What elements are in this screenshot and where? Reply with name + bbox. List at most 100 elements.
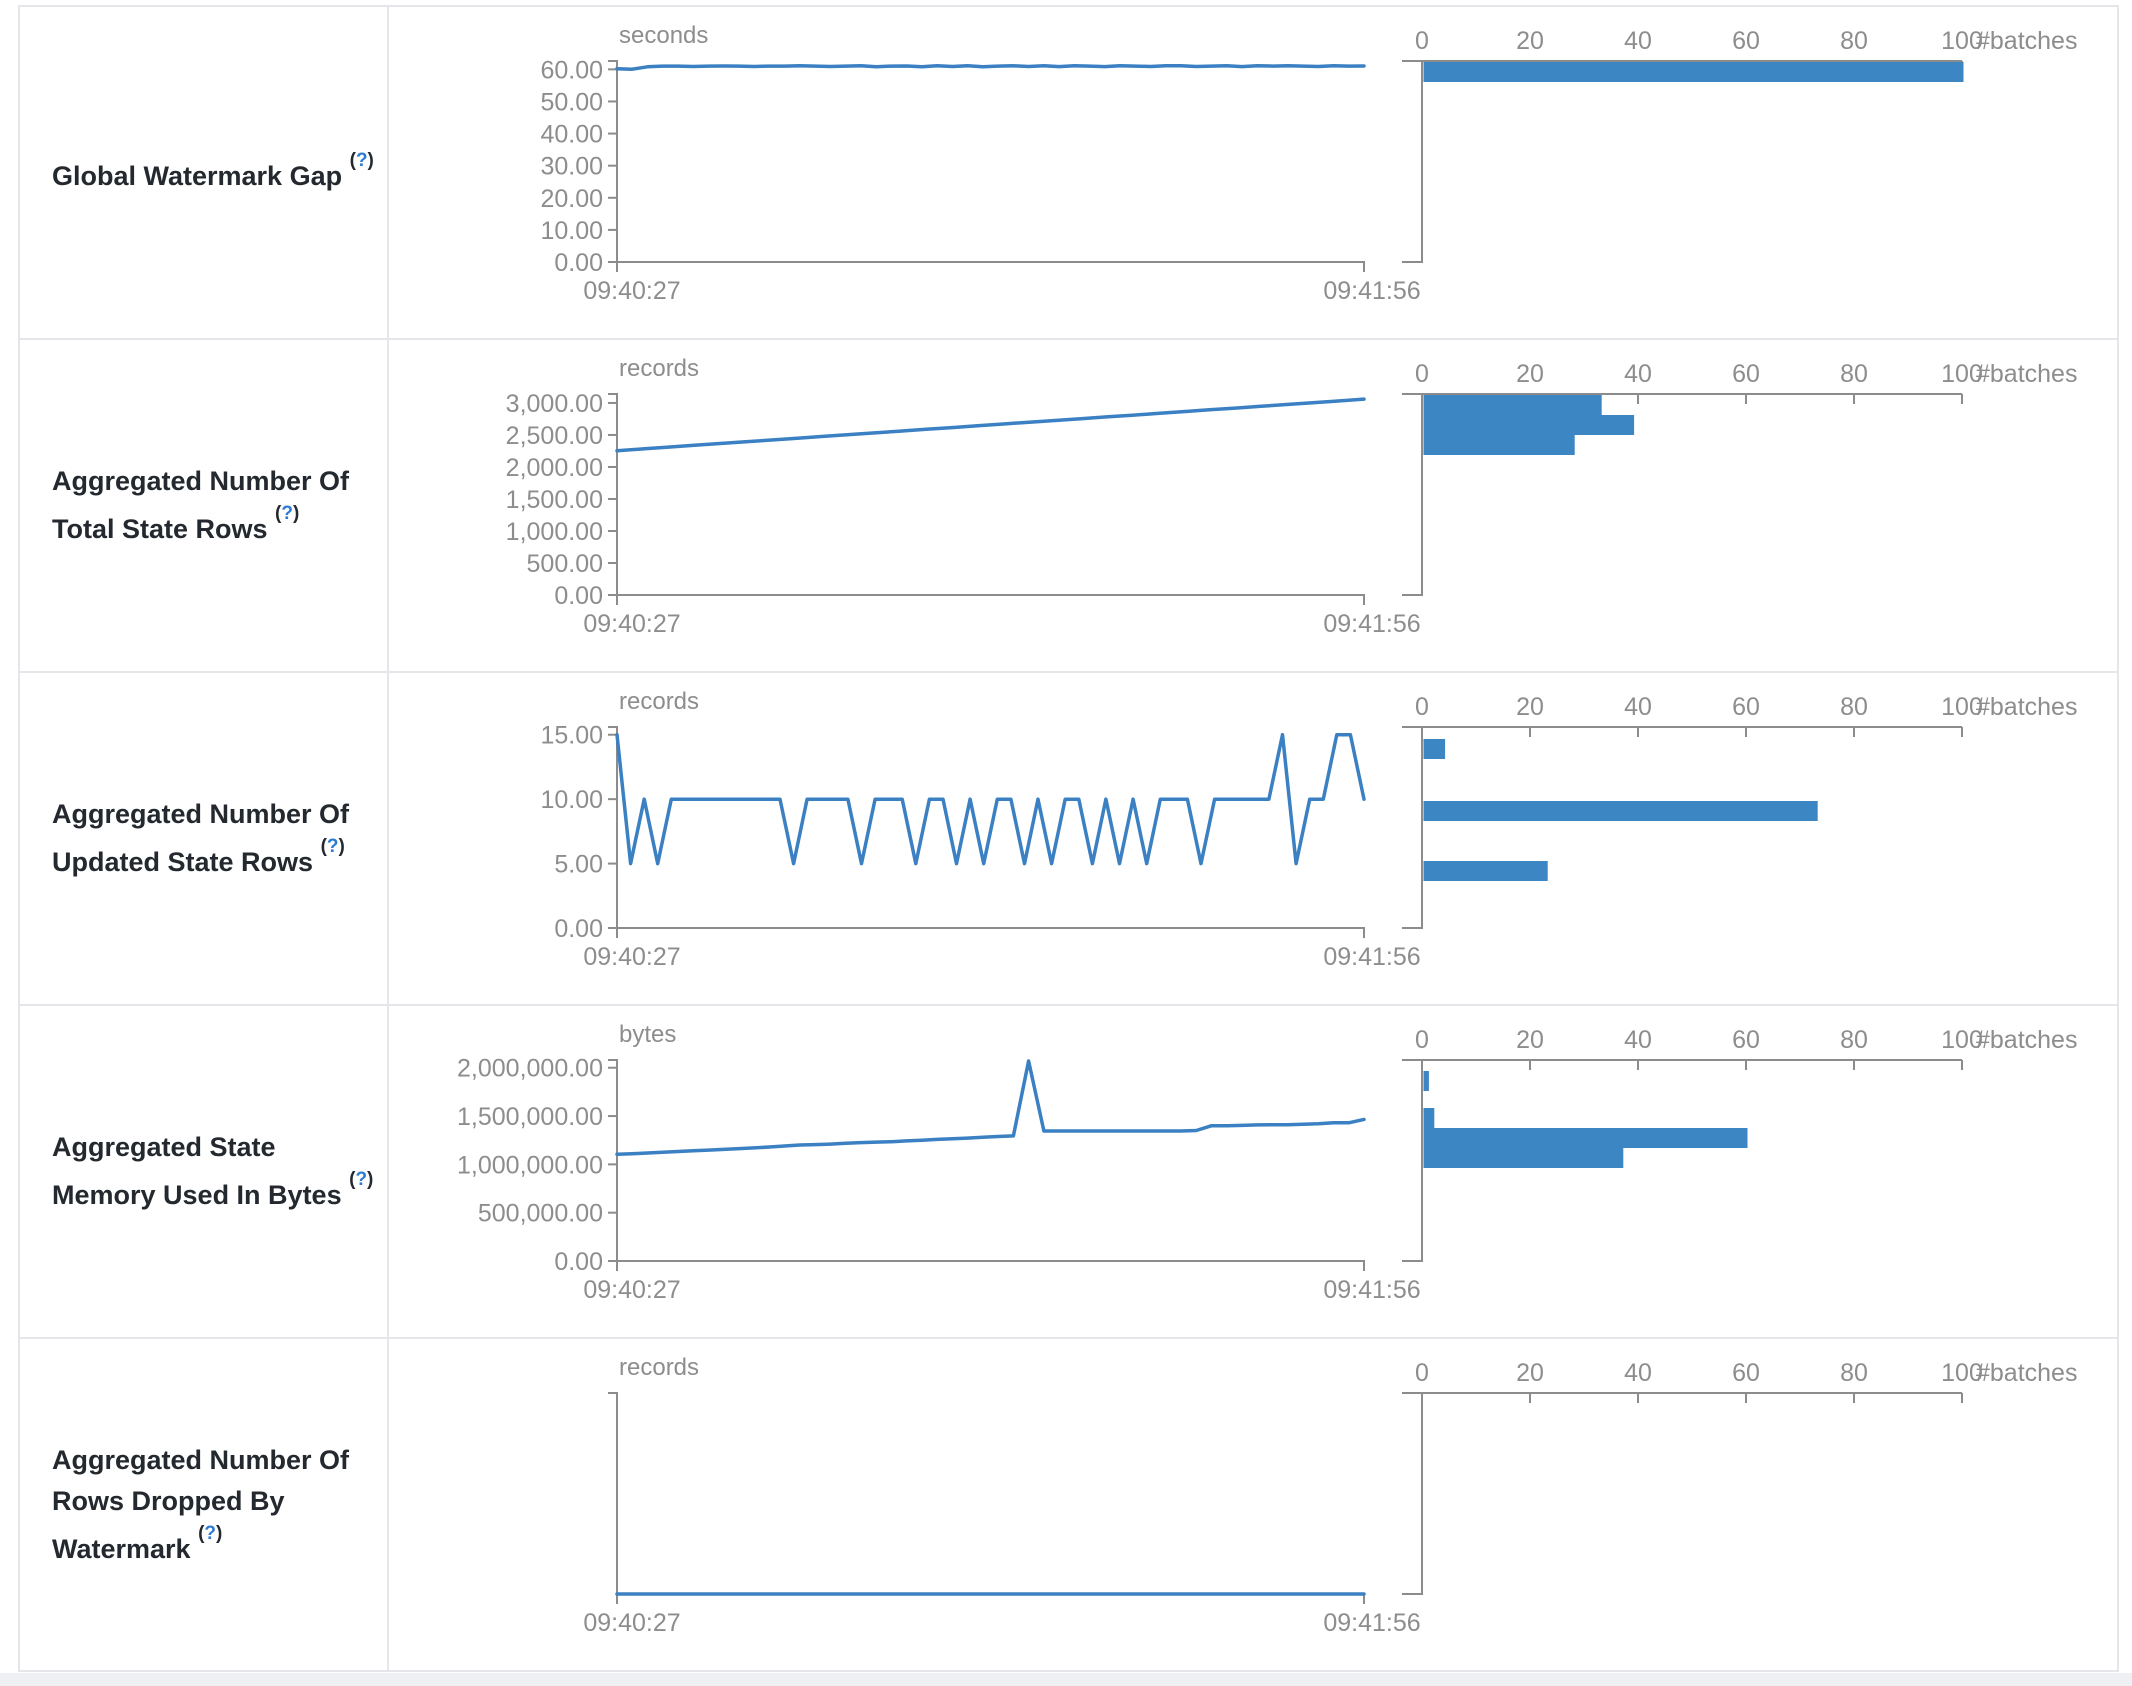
metric-row: Aggregated Number Of Total State Rows (?… [20, 338, 2117, 671]
y-tick-label: 60.00 [540, 56, 603, 84]
metric-help-link[interactable]: (?) [321, 836, 345, 857]
hist-tick-label: 60 [1732, 1359, 1760, 1387]
y-tick-label: 0.00 [554, 249, 603, 277]
batches-label: #batches [1976, 1026, 2077, 1054]
metric-help-link[interactable]: (?) [198, 1523, 222, 1544]
y-tick-label: 5.00 [554, 851, 603, 879]
hist-tick-label: 60 [1732, 693, 1760, 721]
metric-label-cell: Aggregated Number Of Total State Rows (?… [20, 340, 389, 671]
time-label-start: 09:40:27 [583, 610, 680, 638]
help-paren-close: ) [338, 836, 345, 857]
unit-label: records [619, 355, 699, 382]
y-tick-label: 0.00 [554, 582, 603, 610]
help-paren-open: ( [275, 503, 282, 524]
batches-label: #batches [1976, 693, 2077, 721]
hist-tick-label: 0 [1415, 360, 1429, 388]
histogram-bar [1423, 1148, 1624, 1168]
x-axis [616, 927, 1365, 938]
metric-label-cell: Aggregated Number Of Updated State Rows … [20, 673, 389, 1004]
metric-label-text: Aggregated Number Of Updated State Rows [52, 799, 350, 877]
help-question-mark-icon[interactable]: ? [355, 1169, 368, 1190]
help-question-mark-icon[interactable]: ? [281, 503, 293, 524]
y-axis [608, 393, 618, 595]
histogram-bar [1423, 435, 1575, 455]
charts-cell: records 09:40:27 09:41:56 0 20 40 60 80 100 #batc… [389, 1339, 2117, 1670]
time-label-end: 09:41:56 [1323, 1609, 1420, 1637]
hist-axis-left [1402, 1392, 1423, 1595]
y-tick-label: 2,000.00 [506, 454, 603, 482]
y-tick-label: 1,500,000.00 [457, 1103, 603, 1131]
metric-label-cell: Global Watermark Gap (?) [20, 7, 389, 338]
help-paren-open: ( [198, 1522, 205, 1544]
timeline-line [615, 1059, 1366, 1156]
hist-tick-label: 100 [1941, 1026, 1983, 1054]
metric-help-link[interactable]: (?) [350, 150, 374, 171]
metric-row: Aggregated Number Of Updated State Rows … [20, 671, 2117, 1004]
row-charts-svg: bytes 2,000,000.00 1,500,000.00 1,000,000.0… [457, 1021, 2077, 1304]
metric-label-text: Aggregated Number Of Rows Dropped By Wat… [52, 1444, 350, 1564]
unit-label: seconds [619, 22, 708, 49]
histogram-bar [1423, 739, 1446, 759]
charts-cell: records 3,000.00 2,500.00 2,000.00 1,500.00 1… [389, 340, 2117, 671]
y-tick-label: 1,000,000.00 [457, 1151, 603, 1179]
metric-label-text: Global Watermark Gap [52, 160, 343, 191]
time-label-start: 09:40:27 [583, 1276, 680, 1304]
metric-label-text: Aggregated State Memory Used In Bytes [52, 1132, 342, 1210]
time-label-end: 09:41:56 [1323, 277, 1420, 305]
y-tick-label: 10.00 [540, 217, 603, 245]
histogram-bar [1423, 415, 1635, 435]
metric-label: Global Watermark Gap (?) [52, 149, 374, 197]
hist-tick-label: 100 [1941, 360, 1983, 388]
hist-tick-label: 100 [1941, 1359, 1983, 1387]
y-tick-label: 500.00 [527, 550, 603, 578]
histogram-bar [1423, 1128, 1748, 1148]
metric-help-link[interactable]: (?) [349, 1169, 373, 1190]
y-tick-label: 0.00 [554, 915, 603, 943]
y-tick-label: 0.00 [554, 1248, 603, 1276]
charts-cell: seconds 60.00 50.00 40.00 30.00 20.00 10.00 0.0… [389, 7, 2117, 338]
timeline-line [615, 732, 1366, 866]
metric-label-text: Aggregated Number Of Total State Rows [52, 466, 350, 544]
hist-tick-label: 40 [1624, 1026, 1652, 1054]
metric-label: Aggregated Number Of Rows Dropped By Wat… [52, 1440, 377, 1570]
help-paren-open: ( [349, 1169, 356, 1190]
hist-tick-label: 80 [1840, 360, 1868, 388]
hist-tick-label: 40 [1624, 27, 1652, 55]
unit-label: records [619, 1354, 699, 1381]
x-axis [616, 594, 1365, 605]
hist-tick-label: 20 [1516, 1026, 1544, 1054]
timeline-line [615, 397, 1366, 453]
x-axis [616, 1260, 1365, 1271]
help-question-mark-icon[interactable]: ? [204, 1522, 217, 1544]
charts-cell: bytes 2,000,000.00 1,500,000.00 1,000,000.0… [389, 1006, 2117, 1337]
help-question-mark-icon[interactable]: ? [355, 149, 368, 171]
y-tick-label: 2,500.00 [506, 422, 603, 450]
row-charts-svg: seconds 60.00 50.00 40.00 30.00 20.00 10.00 0.0… [540, 22, 2077, 305]
statistics-table: Global Watermark Gap (?) seconds 60.00 50.… [18, 5, 2119, 1672]
timeline-line [615, 63, 1366, 71]
y-tick-label: 1,000.00 [506, 518, 603, 546]
hist-axis-left [1402, 60, 1423, 263]
y-tick-label: 2,000,000.00 [457, 1055, 603, 1083]
hist-tick-label: 0 [1415, 1359, 1429, 1387]
unit-label: bytes [619, 1021, 676, 1048]
row-charts-svg: records 09:40:27 09:41:56 0 20 40 60 80 100#batc… [583, 1354, 2077, 1637]
hist-tick-label: 60 [1732, 27, 1760, 55]
y-tick-label: 3,000.00 [506, 390, 603, 418]
help-question-mark-icon[interactable]: ? [326, 836, 339, 857]
hist-tick-label: 80 [1840, 1359, 1868, 1387]
time-label-end: 09:41:56 [1323, 1276, 1420, 1304]
hist-axis-left [1402, 1059, 1423, 1262]
hist-tick-label: 100 [1941, 693, 1983, 721]
metric-label-cell: Aggregated Number Of Rows Dropped By Wat… [20, 1339, 389, 1670]
metric-label-cell: Aggregated State Memory Used In Bytes (?… [20, 1006, 389, 1337]
y-axis [608, 60, 618, 262]
hist-tick-label: 80 [1840, 693, 1868, 721]
batches-label: #batches [1976, 27, 2077, 55]
help-paren-open: ( [349, 149, 356, 171]
y-axis [608, 726, 618, 928]
metric-help-link[interactable]: (?) [275, 503, 299, 524]
histogram-bar [1423, 1108, 1435, 1128]
y-tick-label: 1,500.00 [506, 486, 603, 514]
